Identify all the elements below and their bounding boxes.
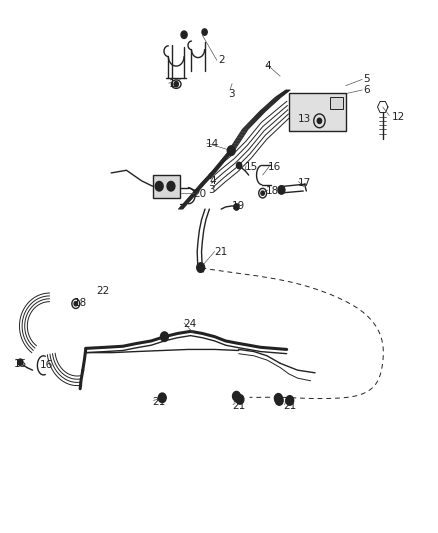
Text: 21: 21 — [284, 401, 297, 411]
Text: 4: 4 — [265, 61, 272, 70]
Bar — [152, 174, 180, 198]
FancyBboxPatch shape — [330, 98, 343, 109]
Circle shape — [233, 391, 240, 401]
Circle shape — [160, 332, 168, 342]
Circle shape — [275, 393, 283, 403]
Text: 5: 5 — [363, 75, 370, 84]
Circle shape — [227, 146, 235, 156]
Circle shape — [261, 191, 265, 195]
Text: 2: 2 — [218, 55, 225, 65]
FancyBboxPatch shape — [289, 93, 346, 132]
Text: 14: 14 — [206, 139, 219, 149]
Circle shape — [278, 185, 285, 194]
Text: 6: 6 — [363, 85, 370, 95]
Text: 24: 24 — [183, 319, 197, 329]
Circle shape — [197, 263, 205, 272]
Text: 19: 19 — [232, 201, 245, 211]
Text: 18: 18 — [266, 186, 279, 196]
Text: 3: 3 — [228, 89, 234, 99]
Text: 3: 3 — [208, 185, 215, 195]
Text: 21: 21 — [152, 397, 166, 407]
Text: 18: 18 — [74, 297, 87, 308]
Circle shape — [236, 394, 244, 404]
Text: 17: 17 — [297, 177, 311, 188]
Circle shape — [317, 118, 321, 124]
Circle shape — [174, 82, 178, 87]
Text: 15: 15 — [14, 359, 27, 369]
Circle shape — [155, 181, 163, 191]
Text: 15: 15 — [244, 161, 258, 172]
Text: 16: 16 — [268, 161, 281, 172]
Circle shape — [167, 181, 175, 191]
Circle shape — [237, 163, 242, 168]
Text: 21: 21 — [232, 401, 245, 411]
Text: 1: 1 — [169, 79, 175, 89]
Text: 4: 4 — [209, 176, 216, 187]
Circle shape — [234, 204, 239, 210]
Circle shape — [181, 31, 187, 38]
Circle shape — [74, 302, 78, 306]
Circle shape — [276, 395, 283, 405]
Text: 22: 22 — [96, 286, 109, 296]
Circle shape — [202, 29, 207, 35]
Text: 21: 21 — [215, 247, 228, 256]
Circle shape — [18, 359, 23, 366]
Text: 16: 16 — [40, 360, 53, 370]
Text: 12: 12 — [392, 111, 405, 122]
Ellipse shape — [171, 80, 181, 88]
Circle shape — [286, 395, 293, 405]
Text: 20: 20 — [193, 189, 206, 199]
Circle shape — [158, 393, 166, 402]
Text: 13: 13 — [297, 114, 311, 124]
